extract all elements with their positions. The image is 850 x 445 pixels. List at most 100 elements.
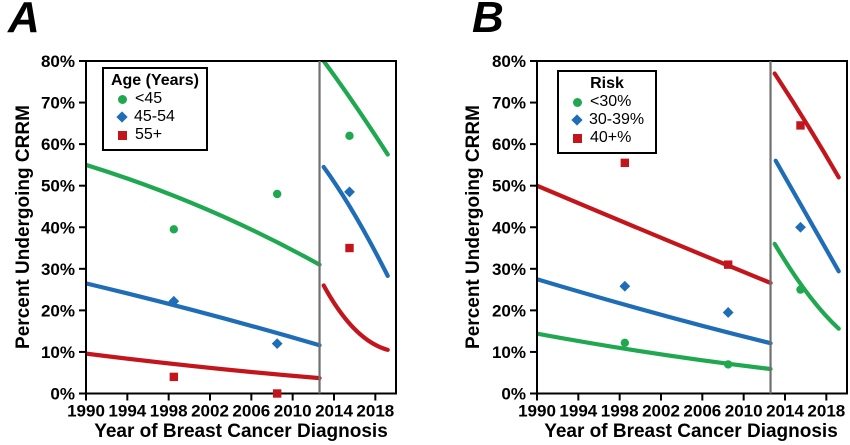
x-tick-label: 2018 — [356, 402, 394, 421]
trend-line — [537, 183, 773, 286]
legend-item: <45 — [118, 90, 202, 108]
legend-item: 45-54 — [116, 108, 202, 126]
legend-title-a: Age (Years) — [110, 72, 200, 89]
legend-marker-diamond-icon — [571, 114, 583, 126]
trend-line — [537, 331, 773, 372]
data-point-diamond — [795, 221, 806, 233]
y-tick-label: 60% — [41, 135, 75, 154]
data-point-circle — [345, 131, 354, 141]
trend-line — [86, 281, 322, 348]
data-point-circle — [620, 338, 630, 347]
y-tick-label: 40% — [41, 218, 75, 237]
trend-lines-group — [86, 61, 390, 381]
y-tick-label: 70% — [492, 94, 526, 113]
x-axis-title-b: Year of Breast Cancer Diagnosis — [544, 421, 838, 442]
x-tick-label: 1990 — [518, 402, 556, 421]
y-tick-label: 50% — [492, 177, 526, 196]
legend-item-label: 40+% — [590, 129, 632, 146]
x-tick-label: 1998 — [150, 402, 188, 421]
legend-marker-circle-icon — [118, 94, 127, 104]
y-tick-label: 40% — [492, 218, 526, 237]
x-tick-label: 2006 — [683, 402, 721, 421]
trend-line — [86, 162, 322, 267]
data-points-group — [619, 121, 806, 369]
x-tick-label: 1994 — [108, 402, 146, 421]
x-tick-label: 2010 — [274, 402, 312, 421]
trend-line — [772, 71, 841, 180]
legend-item-label: 30-39% — [589, 111, 645, 128]
y-tick-label: 0% — [501, 385, 526, 404]
legend-marker-diamond-icon — [116, 111, 128, 123]
y-tick-label: 80% — [41, 52, 75, 71]
data-point-square — [723, 260, 733, 269]
y-tick-label: 30% — [492, 260, 526, 279]
legend-items-a: <45 45-54 55+ — [108, 90, 202, 144]
y-tick-label: 50% — [41, 177, 75, 196]
data-point-square — [796, 121, 805, 130]
legend-item: <30% — [573, 93, 651, 111]
data-point-circle — [272, 189, 282, 199]
data-point-circle — [723, 360, 733, 369]
data-point-diamond — [344, 186, 355, 198]
trend-line — [321, 164, 390, 278]
axis-ticks-group: 1990 1994 1998 2002 2006 2010 2014 2018 0% 10% 20%… — [41, 52, 394, 421]
y-tick-label: 80% — [492, 52, 526, 71]
y-axis-title-a: Percent Undergoing CRRM — [13, 105, 34, 349]
x-tick-label: 2014 — [315, 402, 353, 421]
y-tick-label: 0% — [50, 385, 75, 404]
legend-item: 30-39% — [571, 111, 651, 129]
trend-line — [772, 241, 841, 331]
x-tick-label: 1990 — [67, 402, 105, 421]
panel-label-a: A — [8, 0, 40, 42]
legend-item: 40+% — [573, 129, 651, 147]
y-tick-label: 20% — [492, 301, 526, 320]
x-tick-label: 2010 — [725, 402, 763, 421]
legend-a: Age (Years) <45 45-54 55+ — [102, 67, 208, 151]
data-point-circle — [796, 285, 805, 294]
legend-item-label: 55+ — [135, 126, 163, 143]
x-tick-label: 2018 — [807, 402, 845, 421]
legend-item: 55+ — [118, 126, 202, 144]
data-point-square — [345, 243, 354, 253]
x-axis-title-a: Year of Breast Cancer Diagnosis — [94, 421, 388, 442]
data-point-diamond — [168, 295, 180, 307]
x-tick-label: 1994 — [559, 402, 597, 421]
y-tick-label: 60% — [492, 135, 526, 154]
x-tick-label: 2006 — [232, 402, 270, 421]
x-tick-label: 2002 — [191, 402, 229, 421]
trend-line — [537, 277, 773, 346]
legend-title-b: Risk — [590, 75, 624, 92]
y-tick-label: 10% — [41, 343, 75, 362]
legend-item-label: <30% — [590, 93, 632, 110]
data-point-diamond — [722, 307, 734, 318]
data-point-circle — [169, 225, 179, 234]
legend-marker-square-icon — [573, 133, 582, 143]
data-point-square — [620, 158, 630, 168]
data-point-diamond — [619, 280, 631, 292]
legend-item-label: <45 — [135, 90, 163, 107]
y-tick-label: 70% — [41, 94, 75, 113]
y-tick-label: 10% — [492, 343, 526, 362]
x-tick-label: 2002 — [642, 402, 680, 421]
y-axis-title-b: Percent Undergoing CRRM — [463, 105, 484, 349]
legend-b: Risk <30% 30-39% 40+% — [557, 70, 657, 154]
axis-ticks-group: 1990 1994 1998 2002 2006 2010 2014 2018 0% 10% 20%… — [492, 52, 845, 421]
legend-marker-circle-icon — [573, 97, 582, 107]
panel-label-b: B — [472, 0, 504, 42]
data-points-group — [168, 131, 355, 398]
data-point-square — [169, 372, 179, 382]
trend-line — [321, 283, 390, 352]
legend-items-b: <30% 30-39% 40+% — [563, 93, 651, 147]
trend-line — [86, 351, 322, 381]
y-tick-label: 30% — [41, 260, 75, 279]
x-tick-label: 1998 — [601, 402, 639, 421]
trend-lines-group — [537, 71, 841, 372]
trend-line — [321, 61, 390, 157]
legend-item-label: 45-54 — [134, 108, 175, 125]
data-point-square — [272, 389, 282, 398]
data-point-diamond — [271, 338, 283, 350]
y-tick-label: 20% — [41, 301, 75, 320]
x-tick-label: 2014 — [766, 402, 804, 421]
trend-line — [773, 158, 841, 274]
